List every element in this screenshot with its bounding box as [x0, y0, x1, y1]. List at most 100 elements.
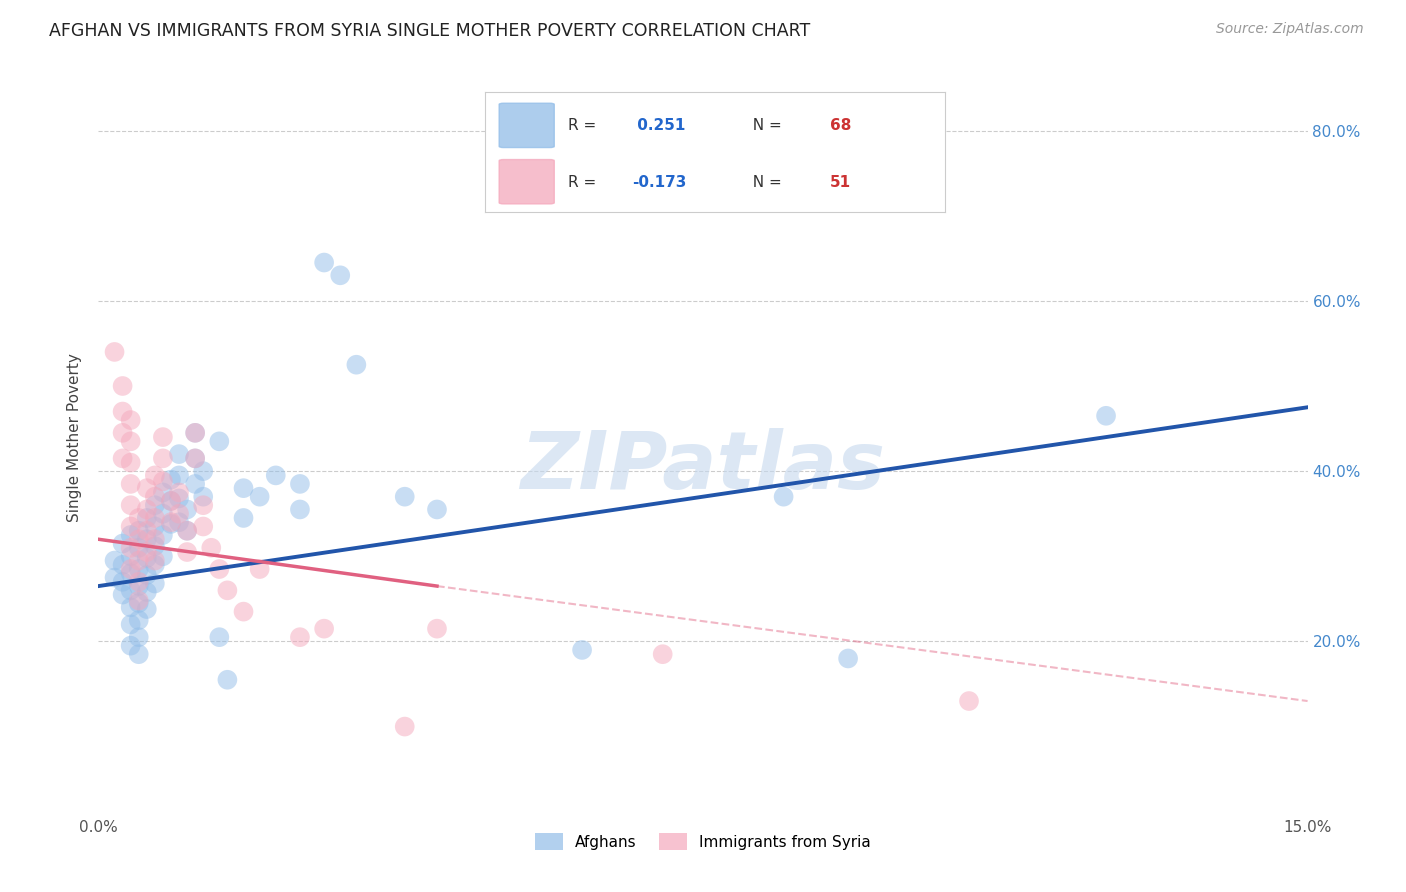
Point: [128, 593, 150, 607]
Point: [120, 617, 142, 632]
Point: [208, 630, 231, 644]
Point: [135, 502, 157, 516]
Point: [128, 562, 150, 576]
Point: [120, 476, 142, 491]
Point: [120, 541, 142, 555]
Point: [111, 574, 134, 589]
Point: [135, 545, 157, 559]
Point: [135, 533, 157, 547]
Point: [160, 473, 183, 487]
Point: [120, 528, 142, 542]
Point: [167, 507, 190, 521]
Point: [111, 379, 134, 393]
Point: [288, 476, 311, 491]
Point: [426, 502, 449, 516]
Y-axis label: Single Mother Poverty: Single Mother Poverty: [67, 352, 83, 522]
Point: [143, 498, 166, 512]
Point: [128, 511, 150, 525]
Point: [208, 562, 231, 576]
Point: [344, 358, 367, 372]
Point: [120, 549, 142, 564]
Point: [176, 502, 198, 516]
Point: [120, 562, 142, 576]
Point: [193, 464, 215, 478]
Point: [176, 524, 198, 538]
Point: [217, 583, 239, 598]
Point: [120, 434, 142, 449]
Point: [184, 476, 207, 491]
Text: ZIPatlas: ZIPatlas: [520, 428, 886, 506]
Point: [120, 583, 142, 598]
Point: [193, 498, 215, 512]
Point: [217, 673, 239, 687]
Point: [152, 528, 174, 542]
Point: [120, 639, 142, 653]
Point: [135, 524, 157, 538]
Point: [135, 585, 157, 599]
Point: [167, 468, 190, 483]
Point: [128, 613, 150, 627]
Point: [135, 481, 157, 495]
Point: [103, 571, 125, 585]
Point: [394, 720, 416, 734]
Point: [120, 456, 142, 470]
Point: [1095, 409, 1118, 423]
Point: [135, 568, 157, 582]
Point: [128, 541, 150, 555]
Point: [111, 588, 134, 602]
Point: [143, 558, 166, 572]
Point: [314, 255, 336, 269]
Point: [120, 566, 142, 581]
Point: [152, 549, 174, 564]
Point: [111, 558, 134, 572]
Point: [176, 545, 198, 559]
Legend: Afghans, Immigrants from Syria: Afghans, Immigrants from Syria: [529, 827, 877, 856]
Point: [184, 451, 207, 466]
Point: [193, 490, 215, 504]
Point: [143, 519, 166, 533]
Point: [184, 425, 207, 440]
Point: [128, 630, 150, 644]
Point: [249, 490, 271, 504]
Text: AFGHAN VS IMMIGRANTS FROM SYRIA SINGLE MOTHER POVERTY CORRELATION CHART: AFGHAN VS IMMIGRANTS FROM SYRIA SINGLE M…: [49, 22, 810, 40]
Point: [143, 576, 166, 591]
Point: [152, 430, 174, 444]
Point: [120, 413, 142, 427]
Point: [193, 519, 215, 533]
Point: [200, 541, 222, 555]
Point: [143, 468, 166, 483]
Point: [167, 485, 190, 500]
Point: [160, 516, 183, 531]
Point: [111, 536, 134, 550]
Point: [160, 515, 183, 529]
Point: [143, 511, 166, 525]
Point: [837, 651, 859, 665]
Point: [111, 425, 134, 440]
Point: [394, 490, 416, 504]
Point: [111, 404, 134, 418]
Point: [152, 485, 174, 500]
Point: [288, 630, 311, 644]
Point: [232, 605, 254, 619]
Point: [152, 451, 174, 466]
Point: [249, 562, 271, 576]
Point: [135, 511, 157, 525]
Point: [184, 451, 207, 466]
Point: [184, 425, 207, 440]
Point: [208, 434, 231, 449]
Point: [128, 533, 150, 547]
Point: [120, 519, 142, 533]
Point: [152, 507, 174, 521]
Point: [128, 647, 150, 661]
Point: [128, 553, 150, 567]
Point: [103, 553, 125, 567]
Point: [651, 647, 673, 661]
Point: [329, 268, 352, 283]
Text: Source: ZipAtlas.com: Source: ZipAtlas.com: [1216, 22, 1364, 37]
Point: [143, 490, 166, 504]
Point: [232, 511, 254, 525]
Point: [152, 475, 174, 489]
Point: [160, 494, 183, 508]
Point: [143, 533, 166, 547]
Point: [167, 515, 190, 529]
